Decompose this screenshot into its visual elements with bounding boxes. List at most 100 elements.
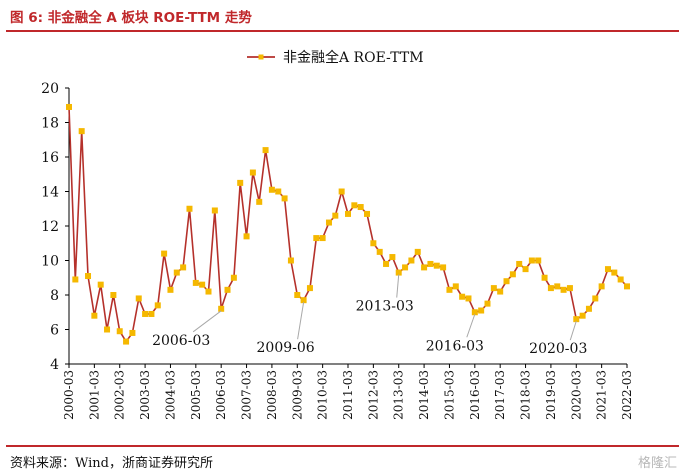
x-tick-label: 2003-03: [138, 370, 152, 420]
data-point: [224, 286, 231, 293]
data-point: [560, 286, 567, 293]
data-point: [66, 103, 72, 110]
y-tick-label: 14: [41, 185, 59, 201]
data-point: [516, 260, 523, 267]
data-point: [313, 235, 320, 242]
x-tick-label: 2018-03: [519, 370, 533, 420]
data-point: [306, 285, 313, 292]
data-point: [503, 278, 510, 285]
data-point: [268, 186, 275, 193]
data-point: [72, 276, 79, 283]
x-tick-label: 2007-03: [240, 370, 254, 420]
data-point: [364, 210, 371, 217]
x-tick-label: 2002-03: [113, 370, 127, 420]
x-tick-label: 2011-03: [341, 370, 355, 420]
annotation-label: 2020-03: [529, 341, 587, 357]
x-tick-label: 2000-03: [62, 370, 76, 420]
source-rule: [6, 445, 679, 447]
data-point: [617, 276, 624, 283]
x-tick-label: 2012-03: [366, 370, 380, 420]
data-point: [256, 198, 263, 205]
data-point: [509, 271, 516, 278]
data-point: [142, 310, 149, 317]
data-point: [484, 300, 491, 307]
data-point: [604, 266, 611, 273]
x-tick-label: 2008-03: [265, 370, 279, 420]
data-point: [465, 295, 472, 302]
legend-marker: [258, 54, 264, 60]
x-tick-label: 2001-03: [87, 370, 101, 420]
data-point: [452, 283, 459, 290]
data-point: [129, 329, 136, 336]
y-tick-label: 18: [41, 116, 59, 132]
data-point: [135, 295, 142, 302]
data-point: [370, 240, 377, 247]
source-note: 资料来源：Wind，浙商证券研究所: [10, 456, 213, 471]
data-point: [199, 281, 206, 288]
data-point: [281, 195, 288, 202]
data-point: [490, 285, 497, 292]
series-line: [68, 106, 628, 343]
x-tick-label: 2004-03: [163, 370, 177, 420]
data-point: [478, 307, 485, 314]
data-point: [357, 204, 364, 211]
x-tick-label: 2010-03: [316, 370, 330, 420]
data-point: [110, 292, 117, 298]
data-point: [395, 269, 402, 276]
data-point: [325, 219, 332, 226]
data-point: [116, 328, 123, 335]
data-point: [440, 264, 447, 271]
data-point: [230, 274, 237, 281]
data-point: [91, 312, 98, 319]
data-point: [85, 273, 92, 280]
watermark-logo: 格隆汇: [637, 456, 677, 471]
data-point: [211, 207, 218, 214]
data-point: [579, 312, 586, 319]
y-tick-label: 10: [41, 254, 59, 270]
y-tick-label: 6: [50, 323, 59, 339]
data-point: [345, 210, 351, 217]
x-tick-label: 2019-03: [544, 370, 558, 420]
data-point: [148, 310, 155, 317]
data-point: [249, 169, 256, 176]
data-point: [180, 264, 187, 271]
data-point: [319, 235, 326, 242]
annotation-leader: [466, 314, 476, 338]
y-tick-label: 20: [41, 81, 59, 97]
data-point: [408, 257, 415, 264]
data-point: [446, 286, 453, 293]
data-point: [186, 205, 193, 212]
x-tick-label: 2021-03: [595, 370, 609, 420]
x-tick-label: 2014-03: [417, 370, 431, 420]
y-tick-label: 4: [50, 357, 59, 373]
data-point: [243, 233, 250, 240]
data-point: [275, 188, 282, 195]
data-point: [287, 257, 294, 264]
data-point: [97, 281, 104, 288]
annotation-leader: [569, 320, 577, 341]
data-point: [154, 302, 161, 309]
data-point: [433, 262, 440, 269]
x-tick-label: 2017-03: [493, 370, 507, 420]
data-point: [300, 297, 307, 304]
data-point: [522, 266, 529, 273]
x-tick-label: 2006-03: [214, 370, 228, 420]
data-point: [459, 293, 466, 300]
legend-label: 非金融全A ROE-TTM: [283, 49, 424, 66]
data-point: [167, 286, 174, 293]
data-point: [414, 248, 421, 255]
x-tick-label: 2016-03: [468, 370, 482, 420]
data-point: [402, 264, 409, 271]
data-point: [161, 250, 168, 257]
data-point: [332, 212, 339, 219]
data-point: [585, 305, 592, 312]
data-point: [497, 288, 504, 295]
annotation-leader: [396, 274, 400, 298]
data-point: [104, 326, 111, 333]
data-point: [566, 285, 573, 292]
data-point: [611, 269, 618, 276]
annotation-leader: [192, 310, 222, 333]
annotation-label: 2006-03: [152, 333, 210, 349]
data-point: [624, 283, 630, 290]
